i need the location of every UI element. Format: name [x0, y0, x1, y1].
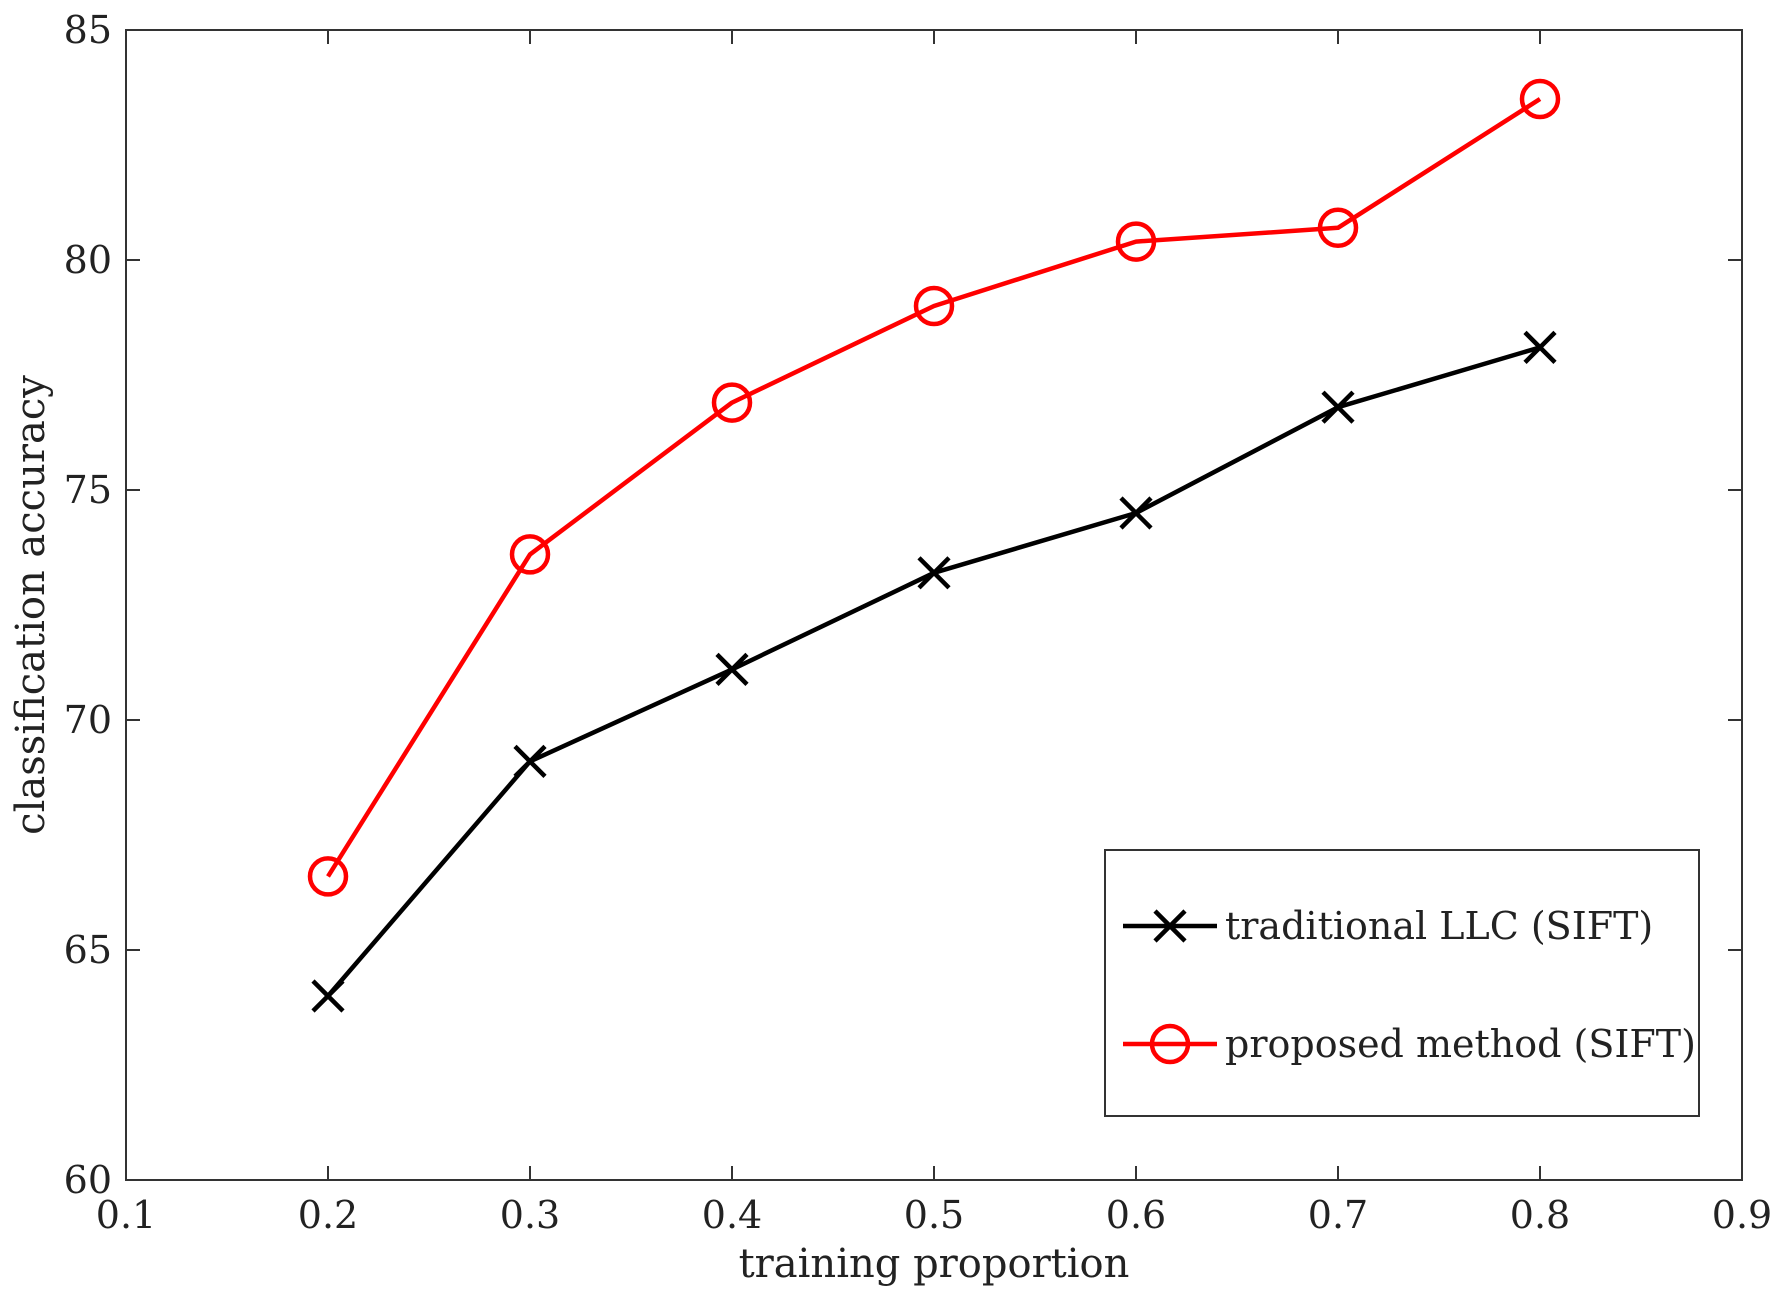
series-layer: [307, 78, 1561, 1013]
legend-label-0: traditional LLC (SIFT): [1225, 904, 1653, 948]
data-point-1: [307, 856, 349, 897]
data-point-0: [513, 744, 547, 778]
y-tick-label: 70: [64, 698, 112, 742]
data-point-0: [1119, 496, 1153, 530]
data-point-1: [1317, 207, 1359, 249]
legend-marker-1: [1149, 1023, 1191, 1065]
x-tick-label: 0.8: [1510, 1193, 1570, 1237]
x-tick-label: 0.4: [702, 1193, 762, 1237]
x-marker-stroke: [917, 556, 951, 590]
y-tick-label: 65: [64, 928, 112, 972]
x-tick-label: 0.9: [1712, 1193, 1772, 1237]
x-marker-stroke: [715, 652, 749, 686]
x-marker-stroke: [311, 979, 345, 1013]
x-marker-stroke: [1153, 909, 1187, 943]
legend-label-1: proposed method (SIFT): [1225, 1022, 1696, 1066]
x-tick-label: 0.7: [1308, 1193, 1368, 1237]
data-point-1: [1115, 221, 1157, 262]
x-marker-stroke: [1523, 330, 1557, 364]
y-tick-label: 85: [64, 8, 112, 52]
data-point-0: [1321, 390, 1355, 424]
data-point-0: [917, 556, 951, 590]
data-point-1: [509, 534, 551, 575]
y-tick-label: 60: [64, 1158, 112, 1202]
y-tick-label: 75: [64, 468, 112, 512]
x-tick-label: 0.1: [96, 1193, 156, 1237]
legend-marker-0: [1153, 909, 1187, 943]
data-point-0: [1523, 330, 1557, 364]
data-point-1: [1519, 78, 1561, 120]
data-point-1: [913, 285, 955, 327]
series-line-1: [326, 97, 1542, 878]
x-tick-label: 0.2: [298, 1193, 358, 1237]
x-tick-label: 0.6: [1106, 1193, 1166, 1237]
legend-box: [1104, 849, 1700, 1117]
x-tick-label: 0.5: [904, 1193, 964, 1237]
x-marker-stroke: [513, 744, 547, 778]
y-tick-label: 80: [64, 238, 112, 282]
x-marker-stroke: [1119, 496, 1153, 530]
legend: traditional LLC (SIFT) proposed method (S…: [1104, 849, 1700, 1117]
x-axis-label: training proportion: [739, 1241, 1130, 1287]
x-tick-label: 0.3: [500, 1193, 560, 1237]
axis-ticks: 0.1 0.2 0.3 0.4 0.5 0.6 0.7 0.8 0.9 60 65 70 75 80 85: [64, 8, 1773, 1237]
data-point-1: [711, 382, 753, 423]
data-point-0: [715, 652, 749, 686]
x-marker-stroke: [1321, 390, 1355, 424]
data-point-0: [311, 979, 345, 1013]
y-axis-label: classification accuracy: [8, 375, 54, 835]
